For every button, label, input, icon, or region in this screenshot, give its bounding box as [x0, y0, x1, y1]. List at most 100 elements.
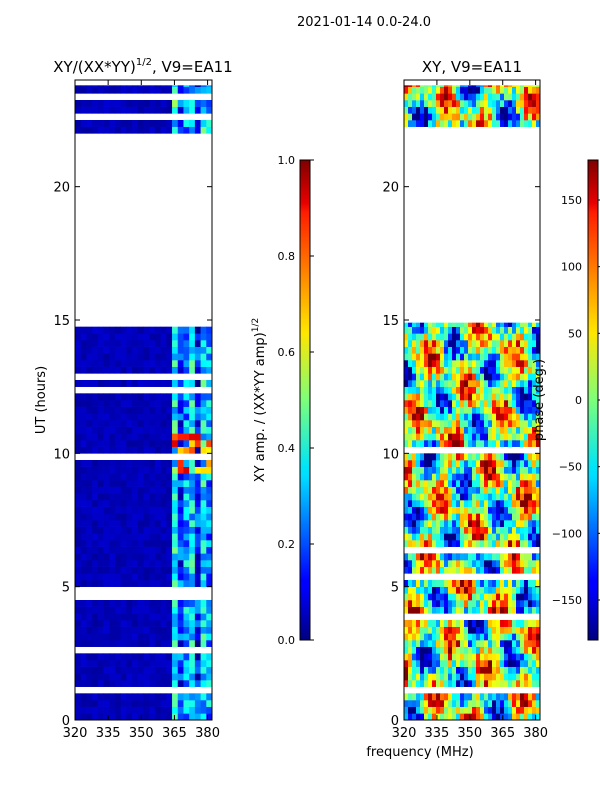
heatmap-cell — [120, 540, 127, 547]
heatmap-cell — [444, 653, 449, 661]
heatmap-cell — [404, 480, 409, 487]
heatmap-cell — [189, 346, 196, 354]
heatmap-cell — [177, 493, 184, 501]
heatmap-cell — [172, 340, 179, 347]
heatmap-cell — [126, 106, 133, 114]
heatmap-cell — [432, 366, 437, 374]
heatmap-cell — [109, 106, 116, 114]
heatmap-cell — [464, 440, 469, 447]
heatmap-cell — [114, 85, 122, 87]
heatmap-cell — [92, 600, 99, 607]
heatmap-cell — [172, 480, 179, 487]
heatmap-cell — [492, 706, 497, 714]
heatmap-cell — [528, 86, 533, 94]
heatmap-cell — [137, 346, 144, 354]
heatmap-cell — [154, 493, 162, 501]
heatmap-cell — [92, 126, 99, 134]
heatmap-cell — [97, 433, 104, 441]
heatmap-cell — [424, 93, 429, 101]
heatmap-cell — [189, 540, 196, 547]
heatmap-cell — [80, 633, 87, 641]
heatmap-cell — [420, 680, 425, 687]
heatmap-cell — [516, 620, 521, 627]
heatmap-cell — [528, 85, 533, 87]
heatmap-cell — [512, 566, 517, 574]
heatmap-cell — [504, 500, 509, 507]
heatmap-cell — [166, 420, 173, 427]
heatmap-cell — [492, 440, 497, 447]
heatmap-cell — [428, 660, 433, 667]
heatmap-cell — [189, 400, 196, 407]
heatmap-cell — [126, 680, 133, 687]
heatmap-cell — [500, 85, 505, 87]
heatmap-cell — [160, 700, 167, 707]
heatmap-cell — [177, 460, 184, 467]
heatmap-cell — [114, 460, 122, 467]
heatmap-cell — [428, 560, 433, 567]
heatmap-cell — [516, 340, 521, 347]
heatmap-cell — [408, 366, 413, 374]
heatmap-cell — [172, 626, 179, 634]
heatmap-cell — [75, 493, 82, 501]
heatmap-cell — [456, 553, 461, 561]
heatmap-cell — [416, 620, 421, 627]
heatmap-cell — [194, 580, 201, 587]
heatmap-cell — [460, 322, 465, 327]
heatmap-cell — [456, 653, 461, 661]
heatmap-cell — [137, 400, 144, 407]
heatmap-cell — [109, 353, 116, 361]
heatmap-cell — [75, 333, 82, 341]
heatmap-cell — [520, 646, 525, 654]
heatmap-cell — [120, 346, 127, 354]
heatmap-cell — [103, 460, 110, 467]
heatmap-cell — [80, 560, 87, 567]
heatmap-cell — [524, 506, 529, 514]
heatmap-cell — [472, 713, 477, 720]
heatmap-cell — [488, 420, 493, 427]
heatmap-cell — [508, 693, 513, 701]
heatmap-cell — [408, 553, 413, 561]
heatmap-cell — [206, 85, 212, 87]
heatmap-cell — [520, 322, 525, 327]
heatmap-cell — [508, 486, 513, 494]
heatmap-cell — [132, 493, 139, 501]
heatmap-cell — [86, 413, 93, 421]
heatmap-cell — [109, 613, 116, 621]
heatmap-cell — [103, 406, 110, 414]
heatmap-cell — [520, 513, 525, 521]
heatmap-cell — [149, 573, 156, 581]
heatmap-cell — [206, 466, 212, 474]
heatmap-cell — [420, 380, 425, 387]
heatmap-cell — [132, 486, 139, 494]
heatmap-cell — [468, 406, 473, 414]
heatmap-cell — [524, 620, 529, 627]
heatmap-cell — [500, 380, 505, 387]
heatmap-cell — [448, 593, 453, 601]
heatmap-cell — [154, 573, 162, 581]
heatmap-cell — [206, 700, 212, 707]
heatmap-cell — [488, 346, 493, 354]
heatmap-cell — [160, 346, 167, 354]
heatmap-cell — [149, 473, 156, 481]
heatmap-cell — [512, 640, 517, 647]
heatmap-cell — [120, 713, 127, 720]
heatmap-cell — [183, 653, 190, 661]
heatmap-cell — [436, 113, 441, 121]
heatmap-cell — [126, 573, 133, 581]
heatmap-cell — [496, 660, 501, 667]
heatmap-cell — [126, 533, 133, 541]
heatmap-cell — [436, 653, 441, 661]
heatmap-cell — [500, 620, 505, 627]
heatmap-cell — [412, 600, 417, 607]
heatmap-cell — [492, 326, 497, 334]
heatmap-cell — [512, 373, 517, 381]
heatmap-cell — [456, 633, 461, 641]
heatmap-cell — [536, 85, 540, 87]
heatmap-cell — [189, 406, 196, 414]
heatmap-cell — [120, 673, 127, 681]
heatmap-cell — [536, 340, 540, 347]
heatmap-cell — [468, 480, 473, 487]
heatmap-cell — [200, 120, 207, 127]
heatmap-cell — [424, 626, 429, 634]
